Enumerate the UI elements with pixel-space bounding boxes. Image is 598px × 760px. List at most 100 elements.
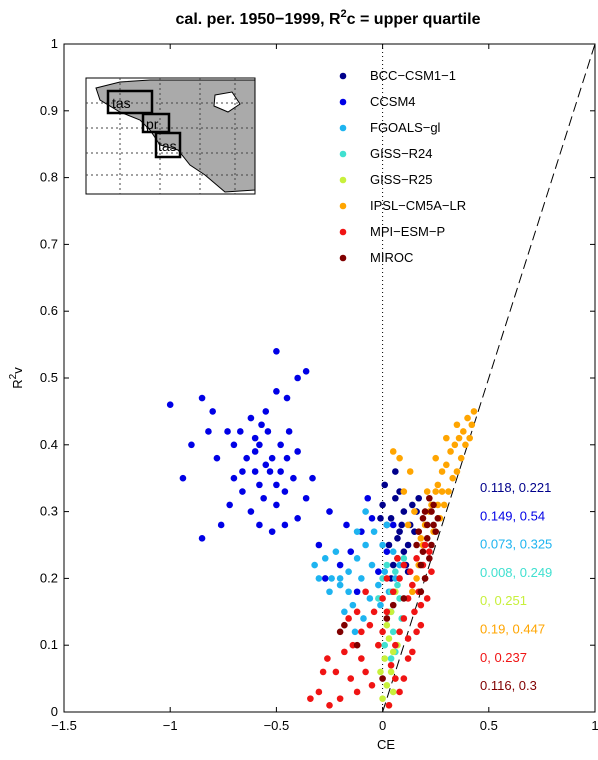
scatter-point-series-5	[447, 448, 454, 455]
scatter-point-series-7	[423, 521, 431, 529]
scatter-point-series-1	[247, 414, 255, 422]
scatter-point-series-6	[358, 655, 365, 662]
scatter-point-series-1	[273, 347, 280, 355]
inset-label-1: tas	[112, 95, 131, 111]
scatter-point-series-6	[392, 641, 399, 649]
scatter-point-series-1	[368, 514, 376, 522]
scatter-point-series-6	[379, 595, 386, 602]
scatter-point-series-2	[311, 561, 318, 569]
scatter-point-series-6	[366, 621, 374, 629]
scatter-point-series-5	[406, 468, 414, 475]
x-tick-label: −1	[163, 718, 178, 733]
scatter-point-series-1	[239, 468, 246, 475]
scatter-point-series-1	[213, 454, 221, 462]
scatter-point-series-7	[417, 588, 425, 596]
series-annotation: 0, 0.237	[480, 650, 527, 665]
scatter-point-series-6	[413, 555, 420, 562]
y-tick-label: 1	[51, 36, 58, 51]
scatter-point-series-1	[251, 448, 259, 455]
scatter-point-series-5	[445, 488, 452, 495]
axis-ticks: −1.5 −1 −0.5 0 0.5 1 0 0.1 0.2 0.3 0.4 0.5 0.6 0.7 0.8…	[40, 36, 598, 733]
scatter-point-series-5	[432, 488, 440, 495]
scatter-point-series-5	[411, 508, 418, 515]
scatter-point-series-5	[404, 521, 412, 529]
scatter-point-series-1	[230, 441, 238, 449]
scatter-point-series-5	[423, 488, 431, 495]
scatter-point-series-7	[432, 528, 440, 535]
series-annotation: 0, 0.251	[480, 593, 527, 608]
scatter-point-series-5	[400, 488, 408, 495]
scatter-point-series-6	[411, 608, 418, 616]
scatter-point-series-2	[389, 548, 397, 555]
scatter-point-series-7	[341, 621, 348, 629]
scatter-point-series-5	[438, 488, 446, 495]
scatter-point-series-1	[209, 408, 216, 415]
scatter-point-series-6	[362, 668, 369, 676]
scatter-point-series-0	[392, 468, 399, 475]
scatter-point-series-5	[460, 428, 467, 435]
series-annotation: 0.149, 0.54	[480, 508, 545, 523]
scatter-point-series-2	[336, 581, 344, 589]
scatter-point-series-1	[389, 521, 397, 529]
scatter-point-series-7	[421, 575, 429, 582]
series-annotation: 0.008, 0.249	[480, 565, 552, 580]
scatter-point-series-1	[336, 561, 344, 569]
scatter-point-series-6	[362, 588, 369, 596]
chart-title-post: c = upper quartile	[347, 11, 481, 28]
scatter-point-series-6	[358, 628, 365, 636]
y-axis-label: R2v	[8, 367, 25, 389]
scatter-point-series-1	[281, 521, 289, 529]
scatter-point-series-1	[251, 468, 259, 475]
legend-marker	[339, 98, 347, 106]
scatter-point-series-0	[396, 528, 403, 535]
scatter-point-series-1	[283, 454, 291, 462]
scatter-point-series-5	[453, 421, 461, 429]
scatter-point-series-1	[251, 434, 259, 442]
scatter-point-series-3	[387, 655, 395, 662]
scatter-point-series-6	[400, 675, 408, 682]
scatter-point-series-0	[381, 481, 389, 489]
legend-marker	[339, 254, 347, 262]
scatter-point-series-1	[294, 514, 301, 522]
scatter-point-series-1	[268, 454, 276, 462]
scatter-point-series-2	[315, 575, 323, 582]
scatter-point-series-1	[239, 488, 246, 495]
y-label-sup: 2	[8, 373, 19, 379]
scatter-point-series-2	[321, 555, 329, 562]
scatter-point-series-2	[377, 601, 384, 609]
scatter-point-series-6	[400, 561, 408, 569]
scatter-point-series-6	[353, 688, 361, 696]
scatter-point-series-7	[423, 535, 431, 542]
legend-label: CCSM4	[370, 94, 416, 109]
y-tick-label: 0.5	[40, 370, 58, 385]
scatter-point-series-1	[294, 448, 301, 455]
scatter-point-series-6	[319, 668, 327, 676]
scatter-point-series-6	[336, 695, 344, 702]
inset-region-box-1	[106, 89, 154, 115]
scatter-point-series-6	[413, 628, 420, 636]
chart-title-pre: cal. per. 1950−1999, R	[176, 11, 341, 28]
scatter-point-series-6	[409, 581, 416, 589]
scatter-point-series-1	[347, 548, 355, 555]
legend-label: MPI−ESM−P	[370, 224, 445, 239]
scatter-point-series-7	[379, 675, 386, 682]
scatter-point-series-1	[281, 488, 289, 495]
scatter-point-series-7	[389, 601, 397, 609]
scatter-point-series-5	[432, 454, 440, 462]
scatter-point-series-1	[302, 368, 310, 375]
scatter-point-series-0	[400, 508, 408, 515]
scatter-point-series-1	[277, 468, 284, 475]
scatter-point-series-1	[294, 374, 301, 382]
y-label-base: R	[10, 379, 25, 388]
scatter-point-series-2	[379, 541, 386, 549]
inset-label-2: pr	[146, 116, 159, 132]
y-tick-label: 0.8	[40, 170, 58, 185]
scatter-point-series-1	[326, 508, 333, 515]
scatter-point-series-5	[389, 448, 397, 455]
scatter-point-series-5	[434, 481, 442, 489]
scatter-point-series-5	[409, 588, 416, 596]
scatter-point-series-1	[217, 521, 225, 529]
scatter-point-series-2	[370, 528, 378, 535]
scatter-point-series-6	[404, 635, 412, 642]
scatter-point-series-6	[347, 675, 355, 682]
